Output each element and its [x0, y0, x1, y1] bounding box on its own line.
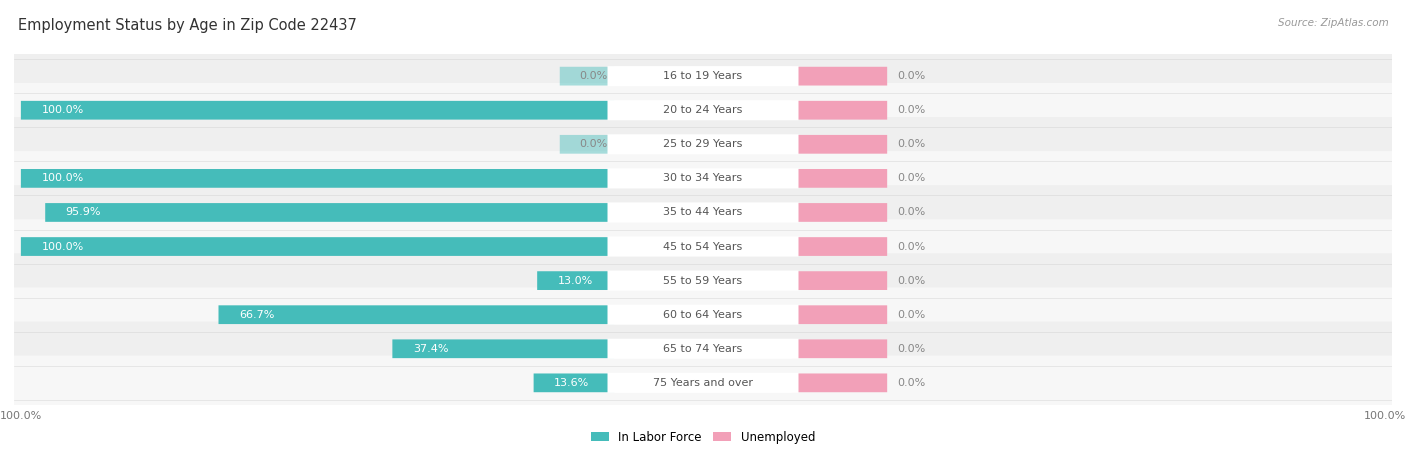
Text: 65 to 74 Years: 65 to 74 Years	[664, 344, 742, 354]
FancyBboxPatch shape	[218, 305, 614, 324]
FancyBboxPatch shape	[792, 305, 887, 324]
FancyBboxPatch shape	[534, 374, 614, 392]
FancyBboxPatch shape	[21, 237, 614, 256]
FancyBboxPatch shape	[13, 151, 1393, 206]
FancyBboxPatch shape	[792, 101, 887, 120]
Text: 0.0%: 0.0%	[897, 242, 925, 252]
Text: 13.6%: 13.6%	[554, 378, 589, 388]
FancyBboxPatch shape	[607, 305, 799, 325]
Text: 100.0%: 100.0%	[41, 242, 83, 252]
FancyBboxPatch shape	[607, 270, 799, 291]
FancyBboxPatch shape	[607, 339, 799, 359]
FancyBboxPatch shape	[13, 219, 1393, 274]
FancyBboxPatch shape	[607, 237, 799, 256]
FancyBboxPatch shape	[607, 202, 799, 222]
Text: 55 to 59 Years: 55 to 59 Years	[664, 275, 742, 286]
Text: 37.4%: 37.4%	[413, 344, 449, 354]
Text: 66.7%: 66.7%	[239, 310, 274, 320]
FancyBboxPatch shape	[607, 134, 799, 154]
FancyBboxPatch shape	[560, 67, 614, 86]
FancyBboxPatch shape	[13, 83, 1393, 138]
FancyBboxPatch shape	[13, 356, 1393, 410]
FancyBboxPatch shape	[792, 169, 887, 188]
FancyBboxPatch shape	[13, 253, 1393, 308]
FancyBboxPatch shape	[792, 203, 887, 222]
Text: 16 to 19 Years: 16 to 19 Years	[664, 71, 742, 81]
Text: 35 to 44 Years: 35 to 44 Years	[664, 207, 742, 217]
Text: 0.0%: 0.0%	[897, 71, 925, 81]
Text: Source: ZipAtlas.com: Source: ZipAtlas.com	[1278, 18, 1389, 28]
Text: Employment Status by Age in Zip Code 22437: Employment Status by Age in Zip Code 224…	[18, 18, 357, 33]
Text: 13.0%: 13.0%	[558, 275, 593, 286]
Text: 20 to 24 Years: 20 to 24 Years	[664, 105, 742, 115]
FancyBboxPatch shape	[792, 374, 887, 392]
FancyBboxPatch shape	[607, 66, 799, 86]
FancyBboxPatch shape	[45, 203, 614, 222]
FancyBboxPatch shape	[13, 49, 1393, 104]
Text: 100.0%: 100.0%	[41, 105, 83, 115]
Text: 95.9%: 95.9%	[66, 207, 101, 217]
FancyBboxPatch shape	[392, 339, 614, 358]
FancyBboxPatch shape	[792, 135, 887, 154]
Text: 75 Years and over: 75 Years and over	[652, 378, 754, 388]
FancyBboxPatch shape	[21, 101, 614, 120]
Text: 0.0%: 0.0%	[897, 344, 925, 354]
FancyBboxPatch shape	[21, 169, 614, 188]
FancyBboxPatch shape	[13, 185, 1393, 240]
FancyBboxPatch shape	[792, 271, 887, 290]
Text: 25 to 29 Years: 25 to 29 Years	[664, 140, 742, 149]
FancyBboxPatch shape	[13, 321, 1393, 376]
Text: 0.0%: 0.0%	[897, 140, 925, 149]
Text: 0.0%: 0.0%	[897, 275, 925, 286]
FancyBboxPatch shape	[607, 100, 799, 120]
Text: 45 to 54 Years: 45 to 54 Years	[664, 242, 742, 252]
Text: 0.0%: 0.0%	[897, 310, 925, 320]
Text: 0.0%: 0.0%	[579, 140, 607, 149]
FancyBboxPatch shape	[792, 339, 887, 358]
FancyBboxPatch shape	[13, 288, 1393, 342]
Text: 0.0%: 0.0%	[897, 173, 925, 184]
FancyBboxPatch shape	[560, 135, 614, 154]
Text: 0.0%: 0.0%	[897, 105, 925, 115]
Text: 100.0%: 100.0%	[41, 173, 83, 184]
FancyBboxPatch shape	[607, 373, 799, 393]
FancyBboxPatch shape	[792, 237, 887, 256]
Text: 0.0%: 0.0%	[897, 207, 925, 217]
FancyBboxPatch shape	[13, 117, 1393, 171]
FancyBboxPatch shape	[792, 67, 887, 86]
FancyBboxPatch shape	[537, 271, 614, 290]
Text: 0.0%: 0.0%	[579, 71, 607, 81]
Legend: In Labor Force, Unemployed: In Labor Force, Unemployed	[586, 426, 820, 448]
Text: 60 to 64 Years: 60 to 64 Years	[664, 310, 742, 320]
FancyBboxPatch shape	[607, 168, 799, 189]
Text: 0.0%: 0.0%	[897, 378, 925, 388]
Text: 30 to 34 Years: 30 to 34 Years	[664, 173, 742, 184]
